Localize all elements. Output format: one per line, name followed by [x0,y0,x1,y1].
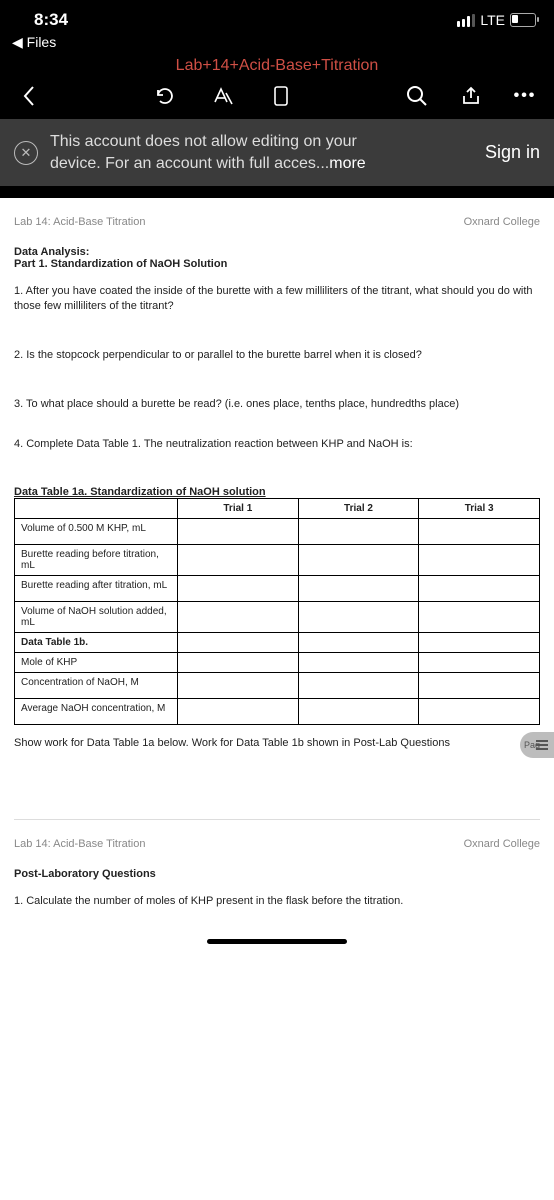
undo-icon[interactable] [154,85,176,107]
toolbar: ••• [0,75,554,107]
table-row: Data Table 1b. [15,633,540,653]
postlab-q1: 1. Calculate the number of moles of KHP … [14,894,540,909]
mobile-view-icon[interactable] [270,85,292,107]
col-trial2: Trial 2 [298,499,419,519]
banner-line1: This account does not allow editing on y… [50,133,357,150]
postlab-title: Post-Laboratory Questions [14,868,540,880]
table-row: Mole of KHP [15,653,540,673]
more-icon[interactable]: ••• [514,85,536,107]
header-right-2: Oxnard College [464,838,540,850]
carrier-label: LTE [480,12,505,28]
table-row: Concentration of NaOH, M [15,673,540,699]
status-bar: 8:34 LTE [0,0,554,30]
page-separator [14,819,540,820]
section-title: Data Analysis: [14,246,540,258]
question-3: 3. To what place should a burette be rea… [14,397,540,412]
table-row: Volume of 0.500 M KHP, mL [15,519,540,545]
data-table-1: Trial 1 Trial 2 Trial 3 Volume of 0.500 … [14,498,540,725]
page-header-2: Lab 14: Acid-Base Titration Oxnard Colle… [14,838,540,850]
col-trial3: Trial 3 [419,499,540,519]
table-title: Data Table 1a. Standardization of NaOH s… [14,486,540,498]
table-header-row: Trial 1 Trial 2 Trial 3 [15,499,540,519]
header-left: Lab 14: Acid-Base Titration [14,216,145,228]
section-subtitle: Part 1. Standardization of NaOH Solution [14,258,540,270]
table-row: Burette reading after titration, mL [15,576,540,602]
col-trial1: Trial 1 [178,499,299,519]
banner-text: This account does not allow editing on y… [50,131,473,174]
back-to-files[interactable]: ◀ Files [0,30,554,59]
status-right: LTE [457,12,536,28]
question-1: 1. After you have coated the inside of t… [14,284,540,314]
page-indicator-pill[interactable]: Pag [520,732,554,758]
banner-more-link[interactable]: more [329,155,365,172]
text-style-icon[interactable] [212,85,234,107]
home-indicator[interactable] [207,939,347,944]
table-note: Show work for Data Table 1a below. Work … [14,737,540,749]
question-2: 2. Is the stopcock perpendicular to or p… [14,348,540,363]
header-right: Oxnard College [464,216,540,228]
document-page-1: Lab 14: Acid-Base Titration Oxnard Colle… [0,198,554,909]
page-header: Lab 14: Acid-Base Titration Oxnard Colle… [14,216,540,228]
table-row: Burette reading before titration, mL [15,545,540,576]
share-icon[interactable] [460,85,482,107]
readonly-banner: ✕ This account does not allow editing on… [0,119,554,186]
close-banner-icon[interactable]: ✕ [14,141,38,165]
app-chrome: 8:34 LTE ◀ Files Lab+14+Acid-Base+Titrat… [0,0,554,198]
sign-in-button[interactable]: Sign in [485,142,540,163]
question-4: 4. Complete Data Table 1. The neutraliza… [14,437,540,452]
banner-line2: device. For an account with full acces..… [50,155,329,172]
back-icon[interactable] [18,85,40,107]
search-icon[interactable] [406,85,428,107]
clock: 8:34 [34,10,68,30]
battery-icon [510,13,536,27]
table-row: Volume of NaOH solution added, mL [15,602,540,633]
header-left-2: Lab 14: Acid-Base Titration [14,838,145,850]
table-row: Average NaOH concentration, M [15,699,540,725]
document-title: Lab+14+Acid-Base+Titration [0,57,554,75]
signal-icon [457,14,475,27]
